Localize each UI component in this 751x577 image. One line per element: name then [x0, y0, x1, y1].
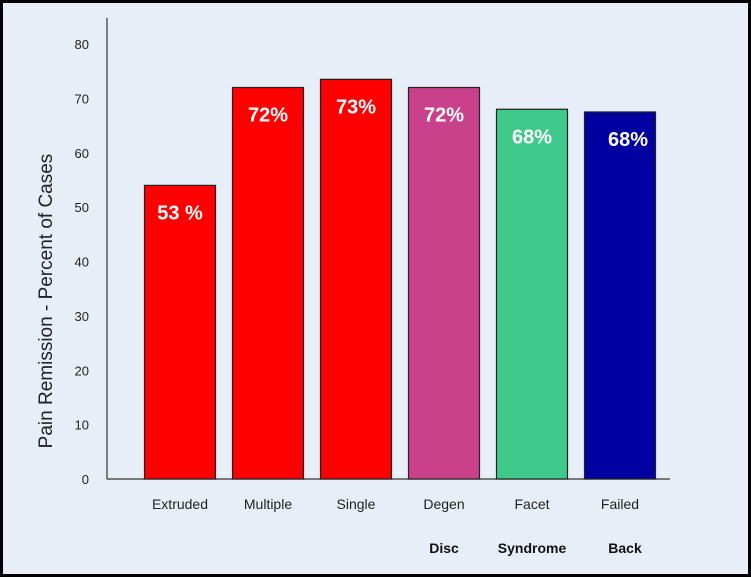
bar-extruded — [143, 184, 217, 480]
bar-facet — [495, 108, 569, 480]
y-tick-label: 60 — [75, 146, 89, 161]
y-axis-ticks: 0 10 20 30 40 50 60 70 80 — [75, 37, 89, 487]
x-tick-label-degen: Degen — [423, 496, 464, 512]
data-label-single: 73% — [336, 96, 376, 118]
y-tick-label: 80 — [75, 37, 89, 52]
data-label-multiple: 72% — [248, 105, 288, 127]
data-label-extruded: 53 % — [157, 202, 203, 224]
y-tick-label: 50 — [75, 200, 89, 215]
chart-frame: 0 10 20 30 40 50 60 70 80 53 % 72% 73% 72% 68% 68% Ex… — [3, 3, 748, 574]
x-tick-label-failed: Failed — [601, 496, 639, 512]
y-tick-label: 30 — [75, 309, 89, 324]
x-tick-label-single: Single — [337, 496, 376, 512]
y-tick-label: 70 — [75, 91, 89, 106]
x-tick-sublabel-failed: Back — [608, 540, 642, 556]
data-label-facet: 68% — [512, 126, 552, 148]
y-tick-label: 10 — [75, 418, 89, 433]
bar-single — [319, 78, 393, 480]
x-tick-label-facet: Facet — [514, 496, 549, 512]
data-label-failed: 68% — [608, 129, 648, 151]
x-tick-sublabel-facet: Syndrome — [498, 540, 567, 556]
y-axis-title: Pain Remission - Percent of Cases — [36, 154, 57, 449]
bars — [143, 78, 657, 480]
x-tick-label-extruded: Extruded — [152, 496, 208, 512]
bar-chart: 0 10 20 30 40 50 60 70 80 53 % 72% 73% 72% 68% 68% Ex… — [36, 18, 670, 556]
bar-degen — [407, 86, 481, 480]
y-tick-label: 20 — [75, 363, 89, 378]
data-labels: 53 % 72% 73% 72% 68% 68% — [157, 96, 648, 224]
data-label-degen: 72% — [424, 105, 464, 127]
x-tick-sublabel-degen: Disc — [429, 540, 459, 556]
x-axis-labels: Extruded Multiple Single Degen Disc Facet Synd… — [152, 496, 642, 556]
y-tick-label: 0 — [82, 472, 89, 487]
x-tick-label-multiple: Multiple — [244, 496, 292, 512]
bar-failed — [583, 111, 657, 480]
y-tick-label: 40 — [75, 255, 89, 270]
bar-multiple — [231, 86, 305, 480]
